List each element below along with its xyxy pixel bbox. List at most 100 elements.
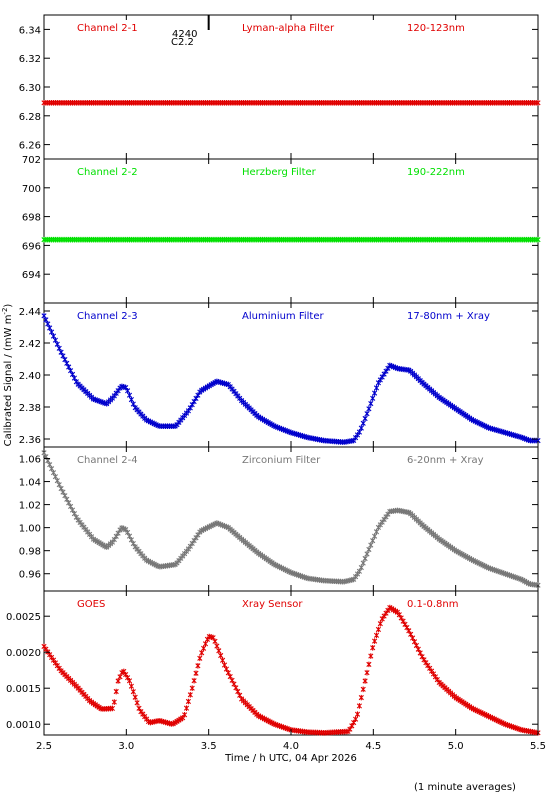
x-tick-label: 2.5: [36, 741, 52, 752]
data-point: [535, 236, 541, 243]
data-point: [126, 677, 133, 684]
panel-filter-label: Herzberg Filter: [242, 167, 317, 178]
flare-annotation-count: 4240: [172, 29, 197, 40]
panel-band-label: 6-20nm + Xray: [407, 455, 484, 466]
data-point: [354, 711, 361, 718]
y-tick-label: 6.28: [19, 112, 41, 123]
y-tick-label: 700: [22, 184, 41, 195]
y-tick-label: 6.32: [19, 54, 41, 65]
data-point: [202, 641, 209, 647]
data-point: [187, 692, 193, 698]
data-point: [193, 670, 199, 677]
data-point: [372, 390, 378, 396]
panel-filter-label: Xray Sensor: [242, 599, 303, 610]
y-axis-label-sup: -2: [1, 308, 9, 315]
y-tick-label: 2.42: [19, 339, 41, 350]
data-point: [197, 655, 203, 662]
data-point: [372, 638, 378, 644]
data-point: [220, 657, 226, 664]
data-point: [132, 694, 138, 701]
data-point: [358, 694, 364, 701]
y-tick-label: 2.44: [19, 307, 41, 318]
y-tick-label: 0.0015: [6, 684, 41, 695]
data-point: [366, 661, 372, 668]
data-point: [109, 705, 115, 712]
data-point: [191, 677, 197, 684]
panel-channel-label: GOES: [77, 599, 105, 610]
flare-annotation-class: C2.2: [171, 37, 194, 48]
x-tick-label: 4.0: [283, 741, 299, 752]
y-tick-label: 0.0025: [6, 612, 41, 623]
y-tick-label: 2.36: [19, 435, 41, 446]
panel-frame-1: [43, 14, 539, 160]
data-point: [218, 652, 224, 659]
data-point: [356, 703, 362, 709]
data-point: [368, 653, 374, 659]
y-tick-label: 6.30: [19, 83, 41, 94]
data-point: [377, 620, 383, 627]
x-tick-label: 4.5: [365, 741, 381, 752]
panel-channel-label: Channel 2-1: [77, 23, 138, 34]
data-point: [360, 560, 366, 566]
data-point: [372, 533, 378, 540]
data-point: [360, 420, 366, 427]
data-point: [199, 650, 205, 656]
data-point: [125, 387, 131, 394]
flare-annotation: 4240 C2.2: [171, 15, 210, 48]
x-tick-label: 3.5: [201, 741, 217, 752]
x-tick-label: 3.0: [118, 741, 134, 752]
data-point: [195, 662, 201, 669]
data-point: [364, 551, 370, 557]
data-point: [189, 685, 195, 691]
y-tick-label: 2.40: [19, 371, 41, 382]
data-point: [360, 686, 366, 693]
data-point: [373, 632, 380, 639]
data-point: [113, 688, 119, 695]
data-point: [214, 643, 220, 649]
data-point: [370, 395, 376, 402]
panel-band-label: 120-123nm: [407, 23, 465, 34]
panel-labels: Channel 2-1 Lyman-alpha Filter 120-123nm Ch…: [77, 23, 490, 610]
y-tick-label: 1.06: [19, 455, 41, 466]
panel-filter-label: Zirconium Filter: [242, 455, 321, 466]
data-point: [353, 716, 359, 723]
data-point: [128, 396, 134, 403]
data-point: [111, 699, 117, 705]
data-point: [128, 683, 134, 689]
panel-frame-3: [43, 302, 539, 448]
data-point: [368, 542, 374, 548]
y-tick-label: 6.26: [19, 141, 41, 152]
panel-channel-label: Channel 2-2: [77, 167, 138, 178]
y-axis-label-main: Calibrated Signal / (mW m: [3, 315, 14, 447]
y-tick-label: 698: [22, 213, 41, 224]
y-axis-label: Calibrated Signal / (mW m-2): [1, 304, 14, 447]
y-tick-label: 696: [22, 241, 41, 252]
panel-band-label: 0.1-0.8nm: [407, 599, 459, 610]
data-point: [185, 698, 191, 705]
data-point: [201, 645, 207, 652]
data-point: [362, 555, 368, 562]
data-point: [375, 626, 381, 633]
y-tick-label: 1.02: [19, 501, 41, 512]
y-axis-label-end: ): [3, 304, 14, 308]
panel-frame-2: [43, 158, 539, 304]
panel-band-label: 190-222nm: [407, 167, 465, 178]
data-point: [366, 546, 372, 553]
data-point: [182, 711, 188, 718]
panel-channel-label: Channel 2-4: [77, 455, 138, 466]
y-tick-label: 6.34: [19, 25, 41, 36]
data-point: [364, 669, 370, 676]
data-point: [370, 644, 376, 651]
data-point: [366, 406, 372, 412]
data-point: [362, 678, 368, 684]
y-tick-label: 0.0010: [6, 720, 41, 731]
y-tick-label: 702: [22, 155, 41, 166]
y-tick-label: 0.98: [19, 547, 41, 558]
y-tick-label: 2.38: [19, 403, 41, 414]
y-tick-label: 694: [22, 270, 41, 281]
panel-filter-label: Lyman-alpha Filter: [242, 23, 335, 34]
y-tick-label: 1.04: [19, 478, 41, 489]
data-point: [358, 425, 364, 431]
data-point: [126, 392, 133, 398]
